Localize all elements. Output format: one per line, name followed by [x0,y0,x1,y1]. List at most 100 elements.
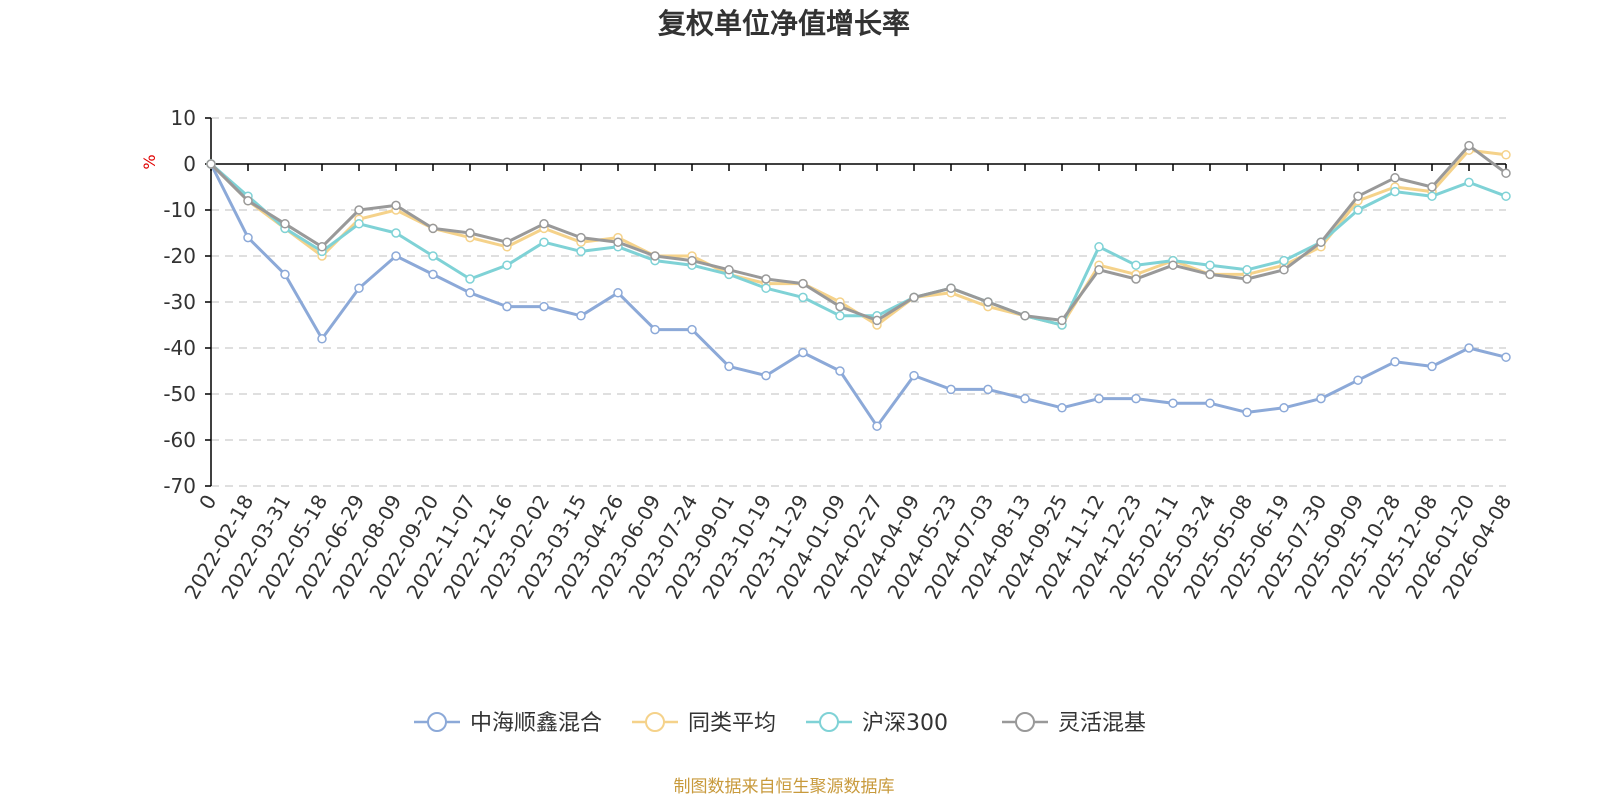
data-point[interactable] [428,223,438,234]
y-tick-label: 10 [171,106,196,130]
data-point[interactable] [1501,168,1511,178]
series-line [209,162,1508,428]
data-point[interactable] [1390,173,1400,183]
data-point[interactable] [687,255,697,266]
data-point[interactable] [354,219,364,229]
data-point[interactable] [798,347,808,358]
data-point[interactable] [1427,191,1437,201]
data-point[interactable] [1464,140,1474,151]
data-point[interactable] [1501,150,1511,160]
data-point[interactable] [761,274,771,284]
data-point[interactable] [1427,361,1437,372]
data-point[interactable] [502,301,512,312]
data-point[interactable] [1094,242,1104,252]
data-point[interactable] [1168,260,1178,270]
data-point[interactable] [909,370,919,381]
data-point[interactable] [650,251,660,261]
data-point[interactable] [1427,182,1437,192]
data-point[interactable] [280,269,290,280]
data-point[interactable] [465,288,475,298]
data-point[interactable] [465,274,475,284]
data-point[interactable] [317,334,327,344]
data-point[interactable] [1464,343,1474,353]
data-point[interactable] [1353,191,1363,201]
data-point[interactable] [1057,403,1067,413]
legend-item[interactable]: 同类平均 [632,711,776,736]
data-point[interactable] [243,196,253,206]
data-point[interactable] [1131,260,1141,270]
data-point[interactable] [872,421,882,431]
data-point[interactable] [539,301,549,312]
data-point[interactable] [1131,274,1141,284]
data-point[interactable] [354,283,364,293]
data-point[interactable] [465,228,475,238]
data-point[interactable] [539,219,549,229]
legend-item[interactable]: 灵活混基 [1002,711,1146,736]
data-point[interactable] [1020,393,1030,404]
data-point[interactable] [724,265,734,275]
data-point[interactable] [613,288,623,298]
data-point[interactable] [428,269,438,280]
data-point[interactable] [354,205,364,215]
data-point[interactable] [650,324,660,335]
data-point[interactable] [1094,265,1104,275]
data-point[interactable] [613,237,623,247]
data-point[interactable] [983,297,993,307]
data-point[interactable] [761,283,771,293]
data-point[interactable] [798,278,808,289]
data-point[interactable] [1464,177,1474,188]
data-point[interactable] [280,219,290,229]
legend-item[interactable]: 中海顺鑫混合 [414,711,602,736]
data-point[interactable] [1205,398,1215,408]
data-point[interactable] [1501,191,1511,201]
data-point[interactable] [502,260,512,270]
data-point[interactable] [1353,205,1363,215]
data-point[interactable] [1353,375,1363,385]
data-point[interactable] [983,384,993,395]
legend-item[interactable]: 沪深300 [806,711,948,736]
data-point[interactable] [761,370,771,381]
data-point[interactable] [1020,311,1030,321]
data-point[interactable] [391,200,401,211]
data-point[interactable] [1242,265,1252,275]
data-point[interactable] [1205,260,1215,270]
data-point[interactable] [835,366,845,376]
data-point[interactable] [835,311,845,321]
data-point[interactable] [1242,274,1252,284]
data-point[interactable] [317,242,327,252]
data-point[interactable] [798,292,808,303]
data-point[interactable] [428,251,438,261]
data-point[interactable] [1279,403,1289,413]
data-point[interactable] [539,237,549,247]
data-point[interactable] [946,283,956,293]
data-point[interactable] [1316,237,1326,247]
data-point[interactable] [724,361,734,372]
data-point[interactable] [206,159,216,169]
data-point[interactable] [835,301,845,312]
data-point[interactable] [576,246,586,257]
data-point[interactable] [1168,398,1178,408]
data-point[interactable] [946,384,956,395]
data-point[interactable] [1094,393,1104,404]
data-point[interactable] [1205,269,1215,280]
legend-label: 同类平均 [688,711,776,736]
data-point[interactable] [1316,393,1326,404]
data-point[interactable] [576,311,586,321]
data-point[interactable] [687,324,697,335]
data-point[interactable] [1131,393,1141,404]
data-point[interactable] [1390,357,1400,367]
data-point[interactable] [1279,255,1289,266]
data-point[interactable] [1057,315,1067,326]
data-point[interactable] [243,232,253,243]
data-point[interactable] [1279,265,1289,275]
data-point[interactable] [1501,352,1511,362]
data-point[interactable] [502,237,512,247]
data-point[interactable] [872,315,882,326]
data-point[interactable] [1242,407,1252,418]
legend[interactable]: 中海顺鑫混合 同类平均 沪深300 灵活混基 [414,711,1146,736]
data-point[interactable] [391,251,401,261]
data-point[interactable] [391,228,401,238]
data-point[interactable] [909,292,919,303]
data-point[interactable] [1390,186,1400,197]
data-point[interactable] [576,232,586,243]
